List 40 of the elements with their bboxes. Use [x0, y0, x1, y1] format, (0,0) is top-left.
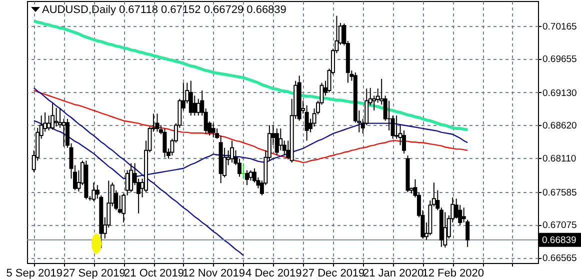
- line-series: [33, 90, 468, 164]
- x-tick-label: 4 Dec 2019: [246, 268, 302, 280]
- candlestick: [230, 140, 234, 164]
- x-tick-label: 27 Sep 2019: [62, 268, 126, 280]
- chart-title: AUDUSD,Daily 0.67118 0.67152 0.66729 0.66839: [42, 4, 286, 16]
- candlestick: [211, 122, 216, 138]
- candlestick: [155, 113, 160, 132]
- candlestick: [118, 194, 122, 214]
- y-tick-label: 0.66565: [542, 253, 577, 264]
- candlestick: [192, 95, 197, 116]
- ref-line-label: 0.66839: [542, 234, 576, 246]
- candlestick: [46, 115, 51, 131]
- y-tick-label: 0.67075: [542, 220, 577, 232]
- y-tick-label: 0.68620: [542, 120, 577, 132]
- candlestick: [92, 182, 96, 202]
- candlestick: [248, 170, 253, 182]
- candlestick: [394, 115, 399, 140]
- candlestick: [196, 98, 200, 116]
- y-tick-label: 0.69130: [542, 88, 577, 99]
- x-tick-label: 21 Jan 2020: [363, 268, 424, 280]
- y-tick-label: 0.67585: [542, 187, 577, 198]
- candlestick: [188, 80, 193, 116]
- candlestick: [50, 102, 55, 130]
- x-tick-label: 12 Nov 2019: [182, 268, 246, 280]
- candlestick: [443, 212, 448, 248]
- candlestick: [162, 128, 167, 158]
- candlestick: [129, 162, 134, 193]
- x-tick-label: 5 Sep 2019: [6, 268, 63, 280]
- candlestick: [54, 107, 58, 128]
- y-tick-label: 0.69655: [542, 54, 577, 66]
- candlestick: [304, 104, 309, 142]
- line-series: [32, 19, 470, 132]
- x-tick-label: 12 Feb 2020: [422, 268, 484, 280]
- y-tick-label: 0.68110: [542, 154, 576, 165]
- candlestick: [58, 108, 62, 128]
- candlestick: [274, 128, 279, 156]
- x-tick-label: 21 Oct 2019: [124, 268, 184, 280]
- y-tick-label: 0.70165: [542, 21, 577, 32]
- candlestick: [244, 170, 249, 186]
- x-tick-label: 27 Dec 2019: [302, 268, 365, 280]
